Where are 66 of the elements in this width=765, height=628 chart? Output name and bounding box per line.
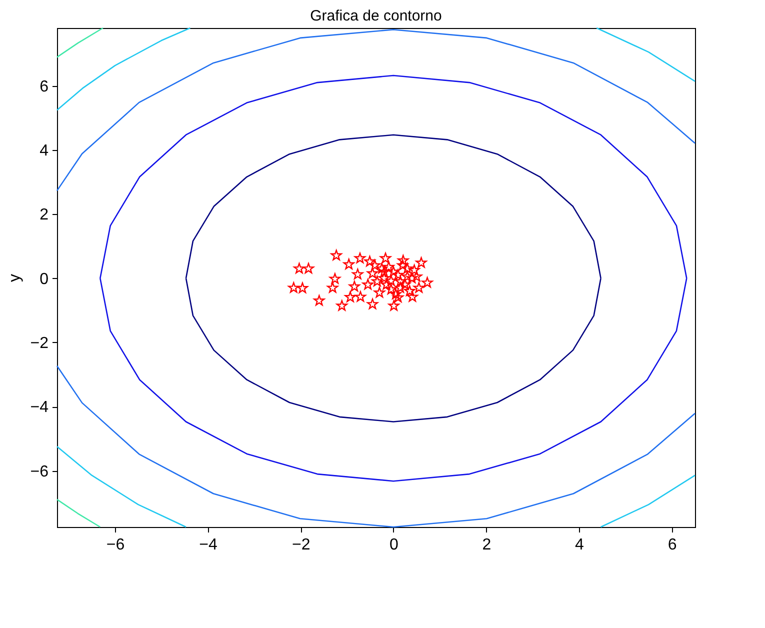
point [390,288,402,300]
chart-title: Grafica de contorno [310,7,442,24]
point [376,262,388,274]
point [402,270,413,282]
point [406,272,418,284]
point [369,260,380,270]
point [422,276,433,288]
point [380,278,392,290]
point [380,252,392,264]
x-tick-label: 4 [575,536,584,554]
x-tick-label: 2 [482,536,492,554]
point [366,268,378,278]
point [388,300,400,311]
y-axis-title: y [6,274,24,282]
point [374,286,386,298]
point [348,280,360,292]
point [392,292,404,302]
point [388,266,399,277]
y-tick-label: 0 [40,270,49,288]
point [383,261,394,272]
point [329,273,341,284]
x-tick-label: −2 [292,536,310,554]
point [411,270,422,282]
point [294,262,305,274]
x-tick-label: −4 [199,536,218,554]
point [394,282,406,293]
point [408,264,420,276]
point [386,284,397,294]
point [364,256,376,266]
y-tick-label: −2 [30,334,49,352]
point [397,260,408,270]
point [392,269,404,280]
point [402,262,413,274]
point [378,272,390,284]
y-tick-label: 4 [40,142,49,160]
point [406,291,418,302]
point [362,278,374,290]
point [366,298,378,310]
point [336,300,348,311]
point [296,282,308,294]
point [413,282,424,293]
point [330,250,342,260]
x-tick-label: 6 [668,536,677,554]
point [399,278,411,290]
point [378,266,390,277]
y-tick-label: −6 [30,463,49,480]
point [404,285,416,296]
x-tick-label: −6 [106,536,125,554]
y-tick-label: 6 [40,78,49,96]
point [288,282,300,293]
point [302,262,314,274]
point [398,254,409,266]
point [394,276,406,286]
point [343,258,354,270]
y-tick-label: 2 [40,206,49,224]
point [354,291,366,302]
point [352,268,364,280]
point [354,252,366,264]
y-tick-label: −4 [30,399,49,416]
point [344,291,356,302]
point [327,282,338,293]
point [386,275,397,286]
point [372,276,383,286]
point [416,257,427,268]
x-tick-label: 0 [389,536,398,554]
point [314,294,325,306]
